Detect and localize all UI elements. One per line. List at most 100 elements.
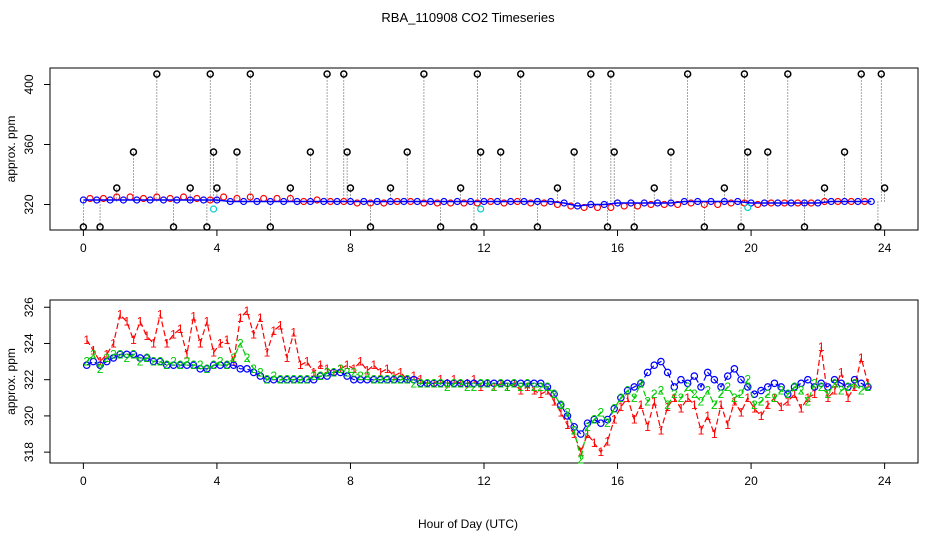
top-point-series-1 <box>86 194 94 203</box>
bottom-label-series-2: 2 <box>731 391 738 405</box>
bottom-label-series-1: 1 <box>557 405 564 419</box>
top-point-series-3 <box>280 197 288 206</box>
bottom-label-series-2: 2 <box>204 362 211 376</box>
bottom-label-series-2: 2 <box>658 384 665 398</box>
top-point-outlier <box>720 184 729 192</box>
top-point-series-3 <box>533 197 542 206</box>
bottom-point-series-3 <box>343 372 351 380</box>
top-x-tick-label: 8 <box>347 241 354 255</box>
top-point-series-1 <box>313 196 321 204</box>
top-point-series-3 <box>333 197 341 206</box>
bottom-label-series-1: 1 <box>90 344 97 358</box>
bottom-label-series-2: 2 <box>137 355 144 369</box>
top-point-outlier <box>610 148 618 156</box>
top-point-outlier <box>420 70 428 78</box>
bottom-label-series-2: 2 <box>224 358 231 372</box>
bottom-label-series-2: 2 <box>310 369 317 383</box>
bottom-label-series-1: 1 <box>517 384 524 398</box>
bottom-label-series-2: 2 <box>557 398 564 412</box>
top-point-series-1 <box>754 200 762 209</box>
bottom-label-series-2: 2 <box>571 423 578 437</box>
top-point-outlier <box>473 70 482 78</box>
top-point-outlier <box>209 148 218 156</box>
bottom-label-series-2: 2 <box>464 380 471 394</box>
bottom-x-tick-label: 12 <box>477 474 491 488</box>
bottom-point-series-3 <box>630 383 639 391</box>
bottom-label-series-1: 1 <box>123 315 130 329</box>
bottom-label-series-1: 1 <box>297 358 304 372</box>
bottom-label-series-2: 2 <box>851 376 858 390</box>
bottom-label-series-1: 1 <box>257 311 264 325</box>
bottom-label-series-2: 2 <box>484 376 491 390</box>
top-point-outlier <box>403 148 411 156</box>
bottom-label-series-2: 2 <box>724 380 731 394</box>
top-point-outlier <box>386 184 395 192</box>
top-point-series-3 <box>213 196 221 204</box>
bottom-label-series-1: 1 <box>290 326 297 340</box>
bottom-label-series-2: 2 <box>437 376 444 390</box>
bottom-label-series-2: 2 <box>317 369 324 383</box>
bottom-x-tick-label: 20 <box>744 474 758 488</box>
bottom-label-series-1: 1 <box>317 358 324 372</box>
top-point-outlier <box>213 184 221 192</box>
bottom-label-series-2: 2 <box>337 362 344 376</box>
top-point-series-3 <box>707 197 715 206</box>
top-point-outlier <box>323 70 331 78</box>
top-point-series-3 <box>186 196 194 204</box>
top-point-outlier <box>456 184 465 192</box>
top-point-series-1 <box>166 194 174 203</box>
bottom-label-series-1: 1 <box>825 391 832 405</box>
bottom-label-series-1: 1 <box>564 418 571 432</box>
bottom-label-series-2: 2 <box>210 358 217 372</box>
top-point-outlier <box>203 223 211 231</box>
bottom-label-series-1: 1 <box>197 336 204 350</box>
bottom-label-series-1: 1 <box>818 340 825 354</box>
bottom-label-series-2: 2 <box>324 365 331 379</box>
top-point-series-3 <box>199 196 208 204</box>
bottom-point-series-3 <box>844 383 852 391</box>
bottom-label-series-2: 2 <box>751 398 758 412</box>
bottom-label-series-2: 2 <box>304 373 311 387</box>
top-point-series-1 <box>380 199 388 207</box>
bottom-label-series-2: 2 <box>364 369 371 383</box>
top-point-series-3 <box>600 200 608 209</box>
bottom-label-series-2: 2 <box>157 355 164 369</box>
top-point-series-1 <box>126 193 134 201</box>
bottom-label-series-2: 2 <box>831 376 838 390</box>
bottom-x-tick-label: 0 <box>80 474 87 488</box>
top-point-outlier <box>266 223 275 231</box>
bottom-y-tick-label: 320 <box>22 406 36 426</box>
bottom-label-series-1: 1 <box>778 400 785 414</box>
bottom-label-series-2: 2 <box>350 365 357 379</box>
bottom-label-series-2: 2 <box>698 394 705 408</box>
top-point-series-1 <box>193 194 201 203</box>
top-point-series-3 <box>747 199 755 207</box>
bottom-label-series-2: 2 <box>618 391 625 405</box>
bottom-label-series-2: 2 <box>624 384 631 398</box>
bottom-label-series-1: 1 <box>224 333 231 347</box>
top-line-series-3 <box>83 199 872 207</box>
top-x-tick-label: 0 <box>80 241 87 255</box>
bottom-label-series-1: 1 <box>304 355 311 369</box>
bottom-label-series-1: 1 <box>664 400 671 414</box>
bottom-label-series-2: 2 <box>384 373 391 387</box>
top-point-outlier <box>800 223 809 231</box>
bottom-label-series-2: 2 <box>417 376 424 390</box>
top-point-series-1 <box>366 199 375 207</box>
bottom-point-series-3 <box>677 375 685 384</box>
bottom-point-series-3 <box>129 350 138 359</box>
top-point-outlier <box>603 223 612 231</box>
top-point-series-3 <box>720 197 728 206</box>
top-point-outlier <box>533 223 542 231</box>
bottom-point-series-3 <box>89 357 98 366</box>
bottom-label-series-2: 2 <box>244 351 251 365</box>
bottom-label-series-2: 2 <box>277 373 284 387</box>
top-point-outlier <box>820 184 829 192</box>
top-point-series-3 <box>547 197 555 206</box>
top-point-series-3 <box>573 202 582 210</box>
top-point-outlier <box>683 70 692 78</box>
top-point-outlier <box>607 70 615 78</box>
bottom-y-tick-label: 322 <box>22 369 36 389</box>
